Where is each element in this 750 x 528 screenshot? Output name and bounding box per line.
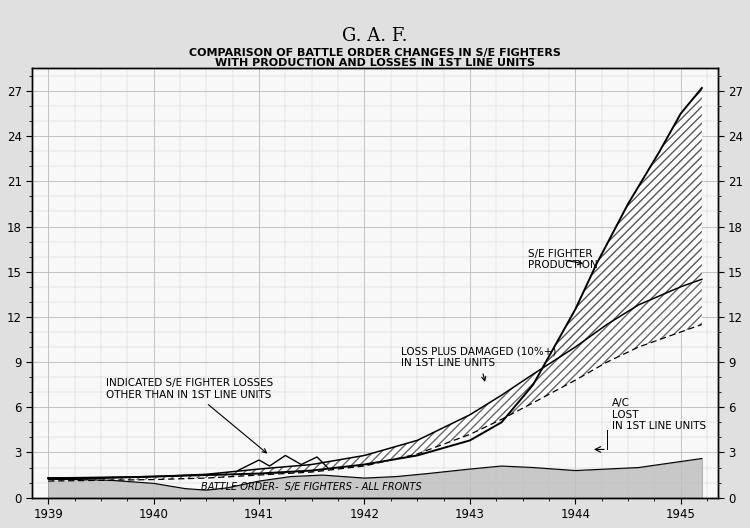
Text: S/E FIGHTER
PRODUCTION: S/E FIGHTER PRODUCTION — [528, 249, 598, 270]
Text: G. A. F.: G. A. F. — [342, 27, 408, 45]
Text: LOSS PLUS DAMAGED (10%+)
IN 1ST LINE UNITS: LOSS PLUS DAMAGED (10%+) IN 1ST LINE UNI… — [401, 347, 556, 381]
Text: BATTLE ORDER-  S/E FIGHTERS - ALL FRONTS: BATTLE ORDER- S/E FIGHTERS - ALL FRONTS — [201, 483, 422, 493]
Text: INDICATED S/E FIGHTER LOSSES
OTHER THAN IN 1ST LINE UNITS: INDICATED S/E FIGHTER LOSSES OTHER THAN … — [106, 379, 274, 453]
Text: WITH PRODUCTION AND LOSSES IN 1ST LINE UNITS: WITH PRODUCTION AND LOSSES IN 1ST LINE U… — [215, 58, 535, 68]
Text: COMPARISON OF BATTLE ORDER CHANGES IN S/E FIGHTERS: COMPARISON OF BATTLE ORDER CHANGES IN S/… — [189, 48, 561, 58]
Text: A/C
LOST
IN 1ST LINE UNITS: A/C LOST IN 1ST LINE UNITS — [612, 398, 706, 431]
